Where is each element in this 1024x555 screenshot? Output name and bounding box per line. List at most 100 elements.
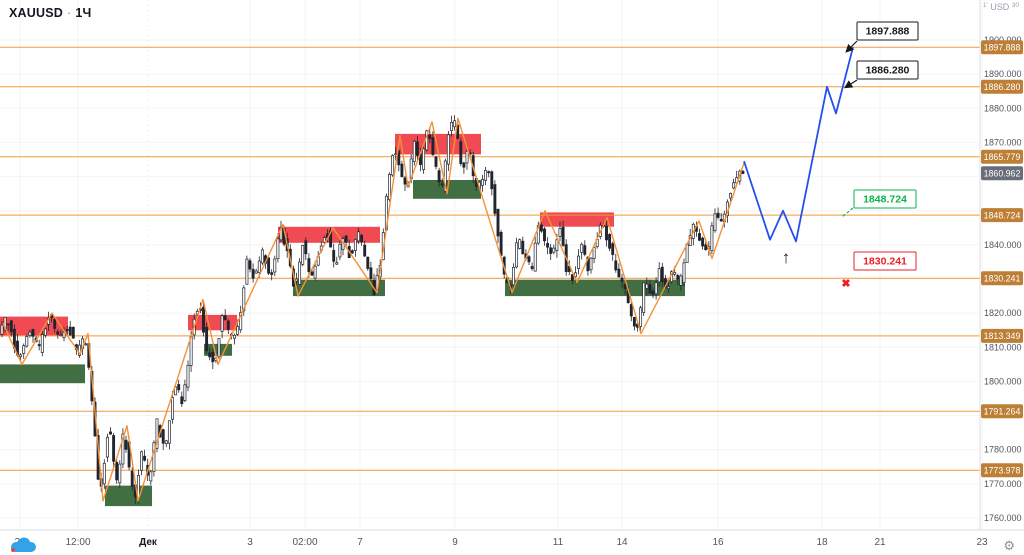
price-tick-label: 1770.000 xyxy=(984,479,1022,489)
candle-body xyxy=(667,286,670,289)
candle-body xyxy=(220,315,224,332)
candle-body xyxy=(43,328,47,336)
timeframe-label[interactable]: 1Ч xyxy=(75,6,92,20)
settings-gear-icon[interactable]: ⚙ xyxy=(1003,538,1015,553)
candle-body xyxy=(701,237,705,247)
candle-body xyxy=(338,243,342,258)
candle-body xyxy=(490,171,494,190)
candle-body xyxy=(164,440,168,445)
projection-line[interactable] xyxy=(743,46,854,243)
price-tick-label: 1870.000 xyxy=(984,137,1022,147)
candle-body xyxy=(527,256,531,263)
candle-body xyxy=(645,283,649,289)
price-level-axis-label xyxy=(981,40,1023,55)
candle-body xyxy=(496,208,500,237)
up-arrow-marker[interactable]: ↑ xyxy=(782,248,791,267)
candle-body xyxy=(22,345,26,354)
price-callout-label: 1830.241 xyxy=(863,256,907,268)
candle-body xyxy=(360,234,364,243)
symbol-legend[interactable]: XAUUSD · 1Ч xyxy=(9,6,92,20)
candle-body xyxy=(248,260,252,270)
time-tick-label: 3 xyxy=(247,537,253,548)
time-tick-label: 14 xyxy=(616,537,628,548)
candle-body xyxy=(660,266,664,283)
supply-zone[interactable] xyxy=(0,316,68,336)
candle-body xyxy=(397,150,401,166)
demand-zone[interactable] xyxy=(0,364,85,384)
candle-body xyxy=(301,245,305,265)
candle-body xyxy=(673,272,677,275)
candle-body xyxy=(499,231,503,256)
candle-body xyxy=(716,212,720,218)
candle-body xyxy=(704,244,708,251)
candle-body xyxy=(202,306,205,333)
candle-body xyxy=(236,326,240,335)
candle-body xyxy=(9,320,13,333)
price-tick-label: 1780.000 xyxy=(984,445,1022,455)
price-tick-label: 1810.000 xyxy=(984,342,1022,352)
callout-pointer xyxy=(845,40,858,53)
candle-body xyxy=(481,179,484,186)
demand-zone[interactable] xyxy=(505,279,685,297)
candle-body xyxy=(729,193,732,199)
candle-body xyxy=(118,463,122,484)
candle-body xyxy=(298,261,302,285)
candle-body xyxy=(629,304,633,317)
candle-body xyxy=(270,272,274,275)
rejection-x-marker[interactable]: ✖ xyxy=(841,278,850,290)
candle-body xyxy=(512,267,515,286)
candle-body xyxy=(239,312,243,331)
candle-body xyxy=(549,247,553,254)
candle-body xyxy=(428,134,432,139)
price-callout[interactable] xyxy=(856,21,919,41)
current-price-label xyxy=(981,166,1023,181)
candle-body xyxy=(443,160,447,192)
candle-body xyxy=(233,334,236,339)
time-tick-label: 9 xyxy=(452,537,458,548)
candle-body xyxy=(617,268,621,278)
price-callout[interactable] xyxy=(853,189,917,209)
candle-body xyxy=(530,266,534,269)
candle-body xyxy=(437,170,441,183)
candle-body xyxy=(40,334,44,353)
candle-body xyxy=(580,243,584,253)
candle-body xyxy=(651,290,655,295)
callout-pointer xyxy=(843,79,858,89)
time-tick-label: 7 xyxy=(357,537,363,548)
price-tick-label: 1760.000 xyxy=(984,513,1022,523)
price-callout-label: 1848.724 xyxy=(863,194,907,206)
trend-zigzag-line[interactable] xyxy=(2,117,745,502)
price-callout[interactable] xyxy=(853,251,917,271)
corner-post: 30 xyxy=(1011,2,1019,9)
price-tick-label: 1800.000 xyxy=(984,376,1022,386)
supply-zone[interactable] xyxy=(540,212,614,227)
price-tick-label: 1900.000 xyxy=(984,35,1022,45)
candle-body xyxy=(350,250,354,254)
candle-body xyxy=(186,364,190,388)
candle-body xyxy=(583,245,587,255)
demand-zone[interactable] xyxy=(293,279,385,297)
price-level-axis-label-text: 1813.349 xyxy=(984,331,1021,341)
candle-body xyxy=(521,240,525,255)
candle-body xyxy=(78,344,81,356)
candle-body xyxy=(422,148,426,170)
candle-body xyxy=(6,323,10,326)
symbol-title[interactable]: XAUUSD xyxy=(9,6,63,20)
candle-body xyxy=(205,326,209,352)
price-tick-label: 1890.000 xyxy=(984,69,1022,79)
price-tick-label: 1840.000 xyxy=(984,240,1022,250)
price-callout[interactable] xyxy=(856,60,919,80)
candle-body xyxy=(276,238,280,259)
candle-body xyxy=(648,284,652,294)
candle-body xyxy=(552,247,556,253)
candle-body xyxy=(19,354,23,358)
candle-body xyxy=(484,169,488,181)
cloud-icon xyxy=(11,537,36,552)
candle-body xyxy=(570,274,574,281)
demand-zone[interactable] xyxy=(105,485,152,507)
candle-body xyxy=(245,258,249,285)
candle-body xyxy=(412,140,416,162)
